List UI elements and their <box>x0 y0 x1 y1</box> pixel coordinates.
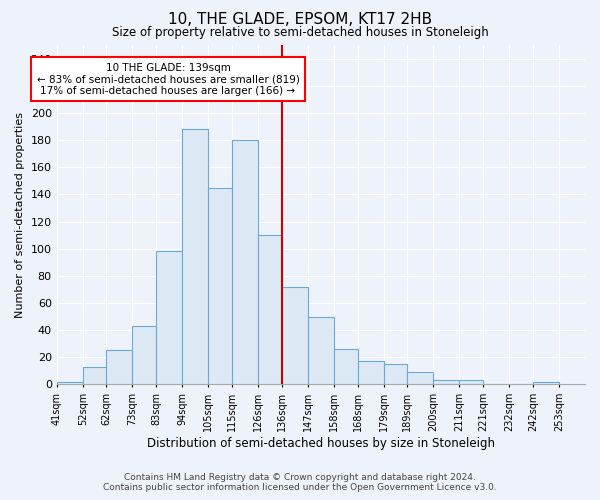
Bar <box>56 382 83 384</box>
Bar <box>334 349 358 384</box>
Bar <box>460 380 483 384</box>
Y-axis label: Number of semi-detached properties: Number of semi-detached properties <box>15 112 25 318</box>
Text: Contains HM Land Registry data © Crown copyright and database right 2024.
Contai: Contains HM Land Registry data © Crown c… <box>103 473 497 492</box>
Text: 10, THE GLADE, EPSOM, KT17 2HB: 10, THE GLADE, EPSOM, KT17 2HB <box>168 12 432 28</box>
Bar <box>133 326 156 384</box>
Bar <box>232 140 258 384</box>
Bar <box>156 252 182 384</box>
Bar <box>83 367 106 384</box>
Bar <box>258 235 282 384</box>
X-axis label: Distribution of semi-detached houses by size in Stoneleigh: Distribution of semi-detached houses by … <box>147 437 495 450</box>
Text: Size of property relative to semi-detached houses in Stoneleigh: Size of property relative to semi-detach… <box>112 26 488 39</box>
Bar <box>383 364 407 384</box>
Bar <box>533 382 559 384</box>
Bar <box>308 316 334 384</box>
Bar <box>282 286 308 384</box>
Bar <box>208 188 232 384</box>
Text: 10 THE GLADE: 139sqm
← 83% of semi-detached houses are smaller (819)
17% of semi: 10 THE GLADE: 139sqm ← 83% of semi-detac… <box>37 62 299 96</box>
Bar <box>358 362 383 384</box>
Bar <box>182 129 208 384</box>
Bar <box>106 350 133 384</box>
Bar <box>407 372 433 384</box>
Bar <box>433 380 460 384</box>
